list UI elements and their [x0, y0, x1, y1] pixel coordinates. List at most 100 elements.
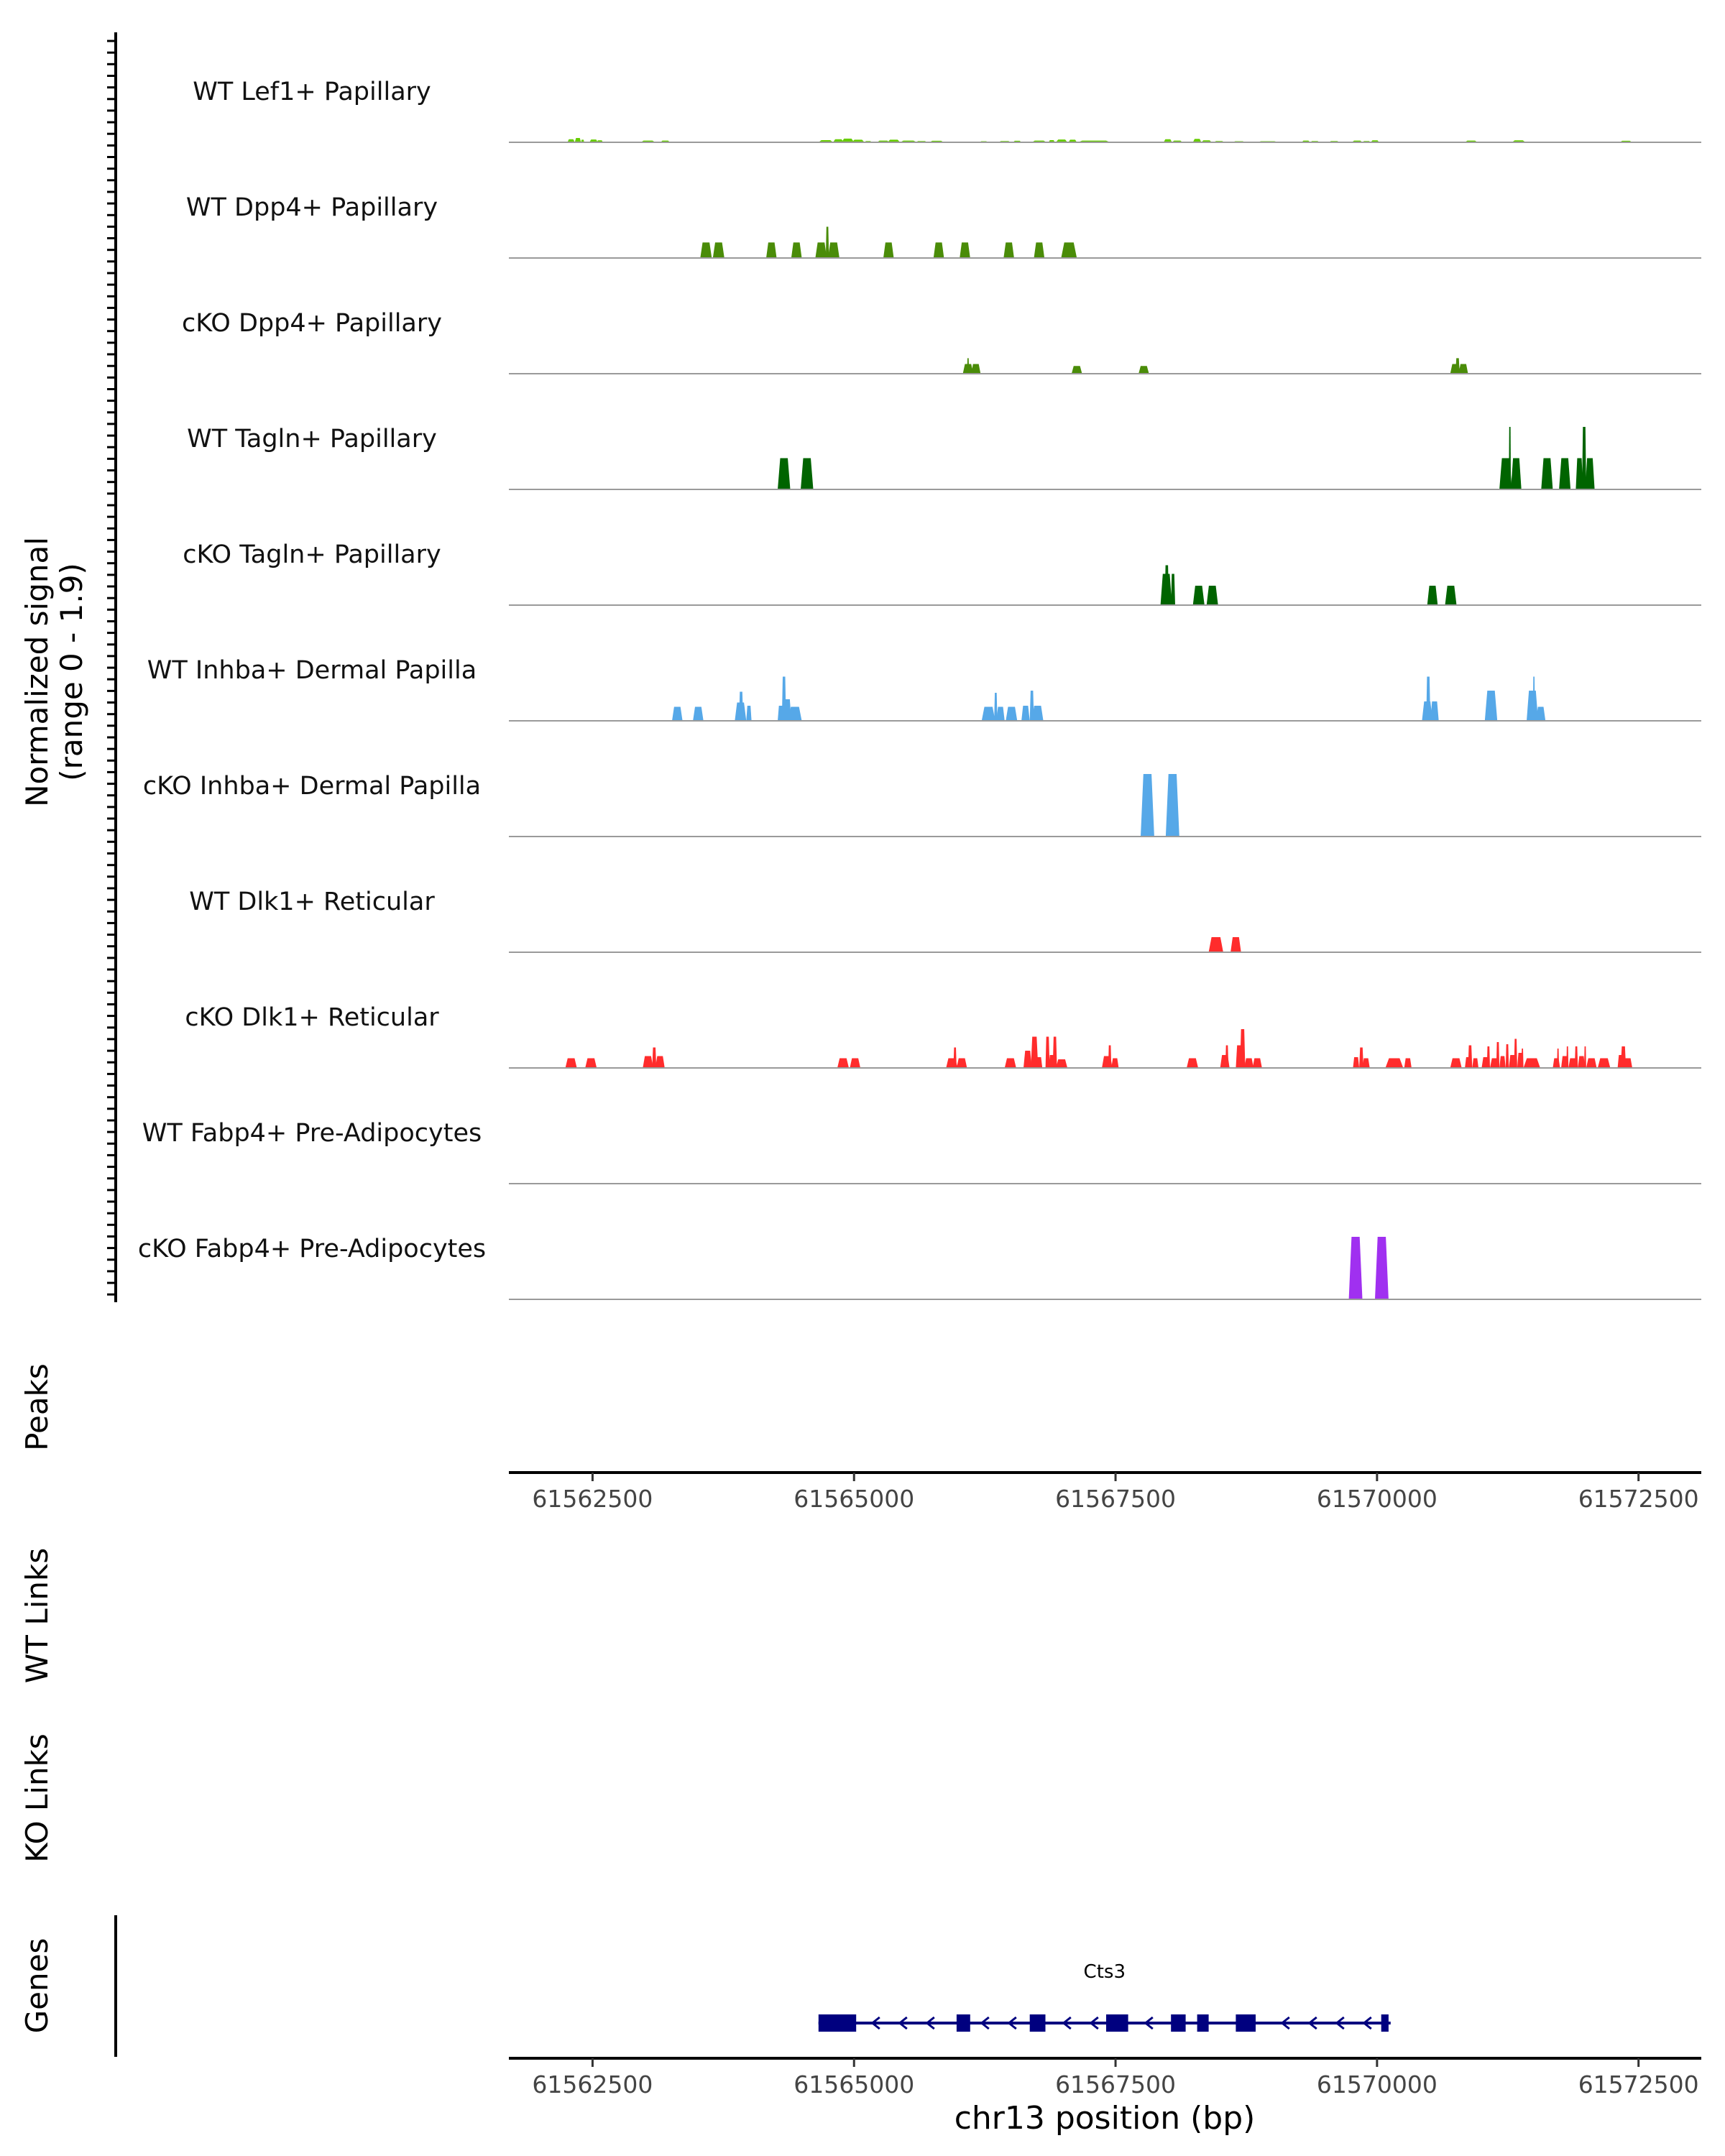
signal-axis-subtitle: (range 0 - 1.9)	[54, 563, 89, 781]
strand-arrow	[1335, 2016, 1345, 2030]
coverage-peak	[1496, 1042, 1500, 1068]
coverage-peak	[850, 1058, 860, 1068]
track-label: cKO Dlk1+ Reticular	[185, 1003, 439, 1032]
x-tick-label: 61562500	[532, 2070, 653, 2099]
track-label: cKO Dpp4+ Papillary	[182, 309, 442, 338]
genes-x-axis: 61562500 61565000 61567500 61570000 61572500	[532, 2058, 1699, 2099]
signal-axis-title: Normalized signal	[19, 537, 55, 807]
coverage-peak	[1468, 1045, 1473, 1068]
coverage-peak	[1586, 1058, 1597, 1068]
coverage-peak	[1021, 706, 1030, 721]
coverage-peak	[1029, 691, 1034, 721]
x-tick-label: 61572500	[1578, 1485, 1699, 1513]
signal-y-axis	[107, 32, 117, 1302]
track-label: WT Dpp4+ Papillary	[186, 193, 438, 222]
coverage-peak	[1536, 706, 1546, 721]
track: WT Dpp4+ Papillary	[186, 193, 1701, 259]
gene-exon	[1381, 2014, 1389, 2032]
coverage-peak	[1521, 1049, 1524, 1068]
coverage-peak	[1353, 1057, 1360, 1068]
x-tick-label: 61570000	[1317, 2070, 1438, 2099]
track-label: WT Dlk1+ Reticular	[189, 888, 435, 916]
coverage-peak	[1004, 1058, 1016, 1068]
coverage-peak	[1426, 676, 1431, 721]
track-label: WT Lef1+ Papillary	[193, 78, 431, 106]
ko-links-panel-title: KO Links	[19, 1733, 55, 1863]
track-label: WT Inhba+ Dermal Papilla	[147, 656, 477, 685]
coverage-peak	[1003, 242, 1014, 258]
coverage-peak	[778, 458, 791, 489]
coverage-peak	[1532, 676, 1535, 721]
coverage-peak	[994, 693, 998, 721]
strand-arrow	[1007, 2016, 1017, 2030]
genes-panel-title: Genes	[19, 1938, 55, 2034]
coverage-peak	[1192, 139, 1202, 142]
x-axis-title: chr13 position (bp)	[954, 2100, 1256, 2137]
coverage-peak	[1514, 1038, 1517, 1068]
coverage-peak	[1056, 1059, 1068, 1068]
coverage-peak	[1138, 366, 1149, 374]
coverage-peak	[1052, 1036, 1057, 1068]
coverage-peak	[1620, 1046, 1627, 1068]
coverage-peak	[700, 242, 712, 258]
coverage-peak	[1359, 1047, 1363, 1068]
coverage-peak	[1582, 427, 1586, 489]
coverage-peak	[1404, 1058, 1412, 1068]
coverage-peak	[815, 242, 827, 258]
coverage-peak	[1499, 1056, 1506, 1068]
coverage-peak	[1472, 1058, 1478, 1068]
coverage-peak	[791, 242, 802, 258]
wt-links-panel-title: WT Links	[19, 1548, 55, 1683]
track: WT Dlk1+ Reticular	[189, 888, 1701, 953]
gene-label: Cts3	[1084, 1961, 1126, 1983]
coverage-peak	[1430, 701, 1439, 721]
coverage-peak	[652, 1047, 657, 1068]
track: cKO Fabp4+ Pre-Adipocytes	[138, 1235, 1701, 1300]
coverage-peak	[833, 139, 844, 142]
x-tick-label: 61567500	[1055, 2070, 1176, 2099]
coverage-peak	[1566, 1046, 1569, 1068]
coverage-peak	[933, 242, 944, 258]
coverage-peak	[574, 138, 581, 142]
coverage-peak	[1187, 1058, 1198, 1068]
coverage-peak	[766, 242, 777, 258]
coverage-peak	[1208, 937, 1223, 952]
coverage-peak	[1455, 358, 1460, 374]
coverage-peak	[1252, 1058, 1262, 1068]
coverage-peak	[967, 358, 970, 374]
coverage-peak	[1527, 691, 1538, 721]
x-tick-label: 61567500	[1055, 1485, 1176, 1513]
strand-arrow	[980, 2016, 990, 2030]
gene-exon	[1106, 2014, 1128, 2032]
peaks-panel-title: Peaks	[19, 1363, 55, 1451]
coverage-peak	[1061, 242, 1077, 258]
track-label: WT Tagln+ Papillary	[187, 425, 437, 453]
coverage-peak	[1385, 1058, 1404, 1068]
coverage-peak	[746, 706, 752, 721]
coverage-peak	[1006, 706, 1018, 721]
coverage-peak	[1244, 1058, 1254, 1068]
coverage-peak	[585, 1058, 597, 1068]
gene-exon	[1236, 2014, 1256, 2032]
coverage-peak	[672, 706, 683, 721]
x-tick-label: 61562500	[532, 1485, 653, 1513]
coverage-peak	[1584, 1046, 1586, 1068]
gene-exon	[956, 2014, 970, 2032]
gene-model: Cts3	[818, 1961, 1391, 2032]
coverage-tracks: WT Lef1+ Papillary WT Dpp4+ Papillary cKO …	[138, 78, 1701, 1300]
strand-arrow	[1062, 2016, 1072, 2030]
coverage-peak	[801, 458, 814, 489]
x-tick-label: 61565000	[794, 1485, 914, 1513]
coverage-peak	[1597, 1058, 1611, 1068]
coverage-peak	[956, 1058, 967, 1068]
coverage-peak	[1108, 1045, 1112, 1068]
strand-arrow	[1089, 2016, 1099, 2030]
coverage-peak	[1024, 1051, 1032, 1068]
track: cKO Dpp4+ Papillary	[182, 309, 1701, 374]
coverage-peak	[565, 1058, 577, 1068]
coverage-peak	[1445, 586, 1457, 605]
coverage-peak	[1031, 706, 1044, 721]
strand-arrow	[898, 2016, 908, 2030]
coverage-peak	[693, 706, 704, 721]
